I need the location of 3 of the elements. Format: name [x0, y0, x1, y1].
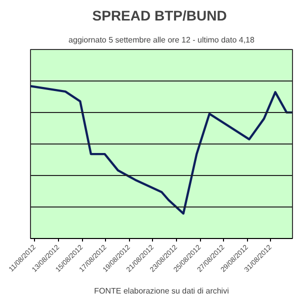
- chart-title: SPREAD BTP/BUND: [92, 8, 227, 24]
- chart-subtitle: aggiornato 5 settembre alle ore 12 - ultimo dato 4,18: [68, 36, 255, 44]
- source-note: FONTE elaborazione su dati di archivi: [94, 286, 230, 296]
